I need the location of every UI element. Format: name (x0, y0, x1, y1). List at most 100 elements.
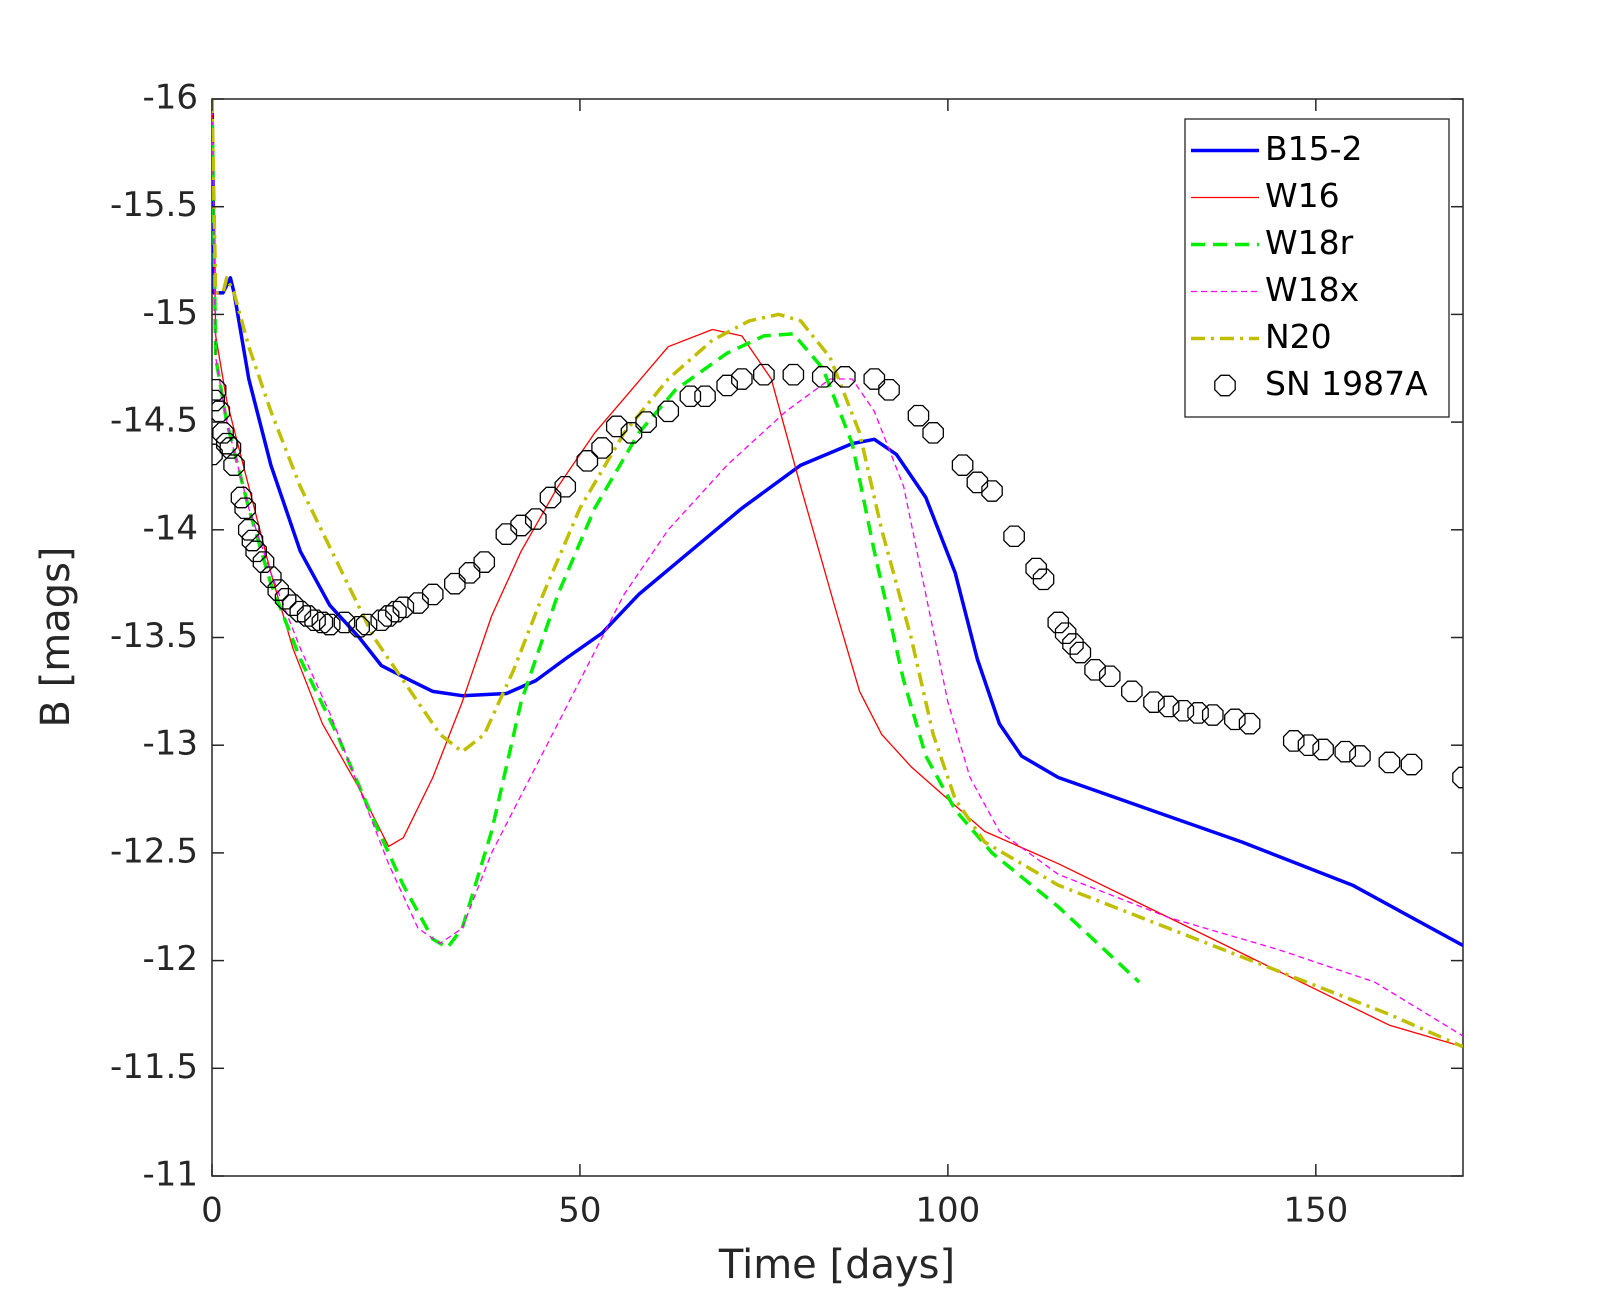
marker (1098, 665, 1121, 688)
marker (1062, 633, 1084, 655)
marker (878, 378, 900, 401)
y-tick-label: -14.5 (110, 401, 198, 441)
marker (922, 422, 944, 444)
marker (716, 374, 738, 397)
marker (1282, 730, 1305, 752)
legend-box (1184, 118, 1450, 418)
marker (731, 368, 753, 390)
marker (591, 437, 613, 459)
line (212, 99, 1141, 984)
legend-label: W16 (1265, 176, 1340, 215)
legend-label: SN 1987A (1265, 364, 1428, 403)
series-layer (212, 99, 1463, 1049)
marker (230, 486, 253, 509)
marker (1157, 695, 1180, 718)
marker (252, 551, 275, 573)
marker (495, 523, 518, 545)
marker (907, 404, 930, 427)
marker (524, 508, 547, 530)
y-tick-label: -11.5 (110, 1047, 198, 1087)
marker (811, 366, 834, 388)
marker (1054, 622, 1077, 645)
marker (1312, 738, 1334, 761)
marker (620, 422, 643, 444)
marker (219, 437, 242, 459)
y-tick-label: -15 (142, 293, 198, 333)
legend-marker (1214, 374, 1236, 397)
marker (274, 587, 297, 610)
line (212, 99, 1463, 1048)
marker (635, 411, 657, 433)
marker (605, 415, 628, 438)
marker (318, 613, 341, 636)
marker (1400, 753, 1423, 776)
legend-label: W18x (1265, 270, 1359, 309)
marker (237, 518, 260, 541)
marker (212, 378, 227, 401)
marker (981, 480, 1003, 502)
marker (212, 422, 234, 444)
marker (1452, 766, 1463, 789)
marker (1003, 525, 1025, 548)
y-tick-label: -12 (142, 939, 198, 979)
marker (539, 486, 562, 509)
marker (576, 450, 599, 472)
marker (694, 385, 716, 408)
legend-label: W18r (1265, 223, 1354, 262)
marker (863, 368, 886, 390)
x-tick-label: 150 (1283, 1191, 1348, 1231)
marker (1201, 704, 1224, 726)
marker (234, 497, 256, 520)
marker (355, 613, 378, 636)
y-tick-label: -13 (142, 724, 198, 764)
marker (966, 471, 989, 494)
y-tick-label: -12.5 (110, 831, 198, 871)
marker (212, 389, 226, 412)
marker (1084, 658, 1106, 681)
marker (348, 615, 370, 638)
marker (1143, 691, 1165, 713)
marker (753, 363, 775, 386)
marker (282, 594, 304, 617)
y-tick-label: -11 (142, 1155, 198, 1195)
marker (1047, 611, 1070, 634)
marker (1297, 734, 1320, 757)
x-tick-label: 100 (915, 1191, 980, 1231)
line (212, 99, 1463, 948)
x-tick-label: 0 (201, 1191, 223, 1231)
marker (245, 540, 267, 563)
marker (1349, 745, 1371, 767)
marker (370, 609, 393, 632)
marker (1121, 680, 1143, 703)
x-tick-label: 50 (558, 1191, 601, 1231)
marker (392, 596, 415, 619)
marker (1334, 740, 1357, 763)
marker (421, 583, 444, 606)
marker (834, 366, 856, 388)
legend-label: N20 (1265, 317, 1332, 356)
marker (377, 605, 400, 627)
y-tick-label: -16 (142, 78, 198, 118)
y-tick-label: -13.5 (110, 616, 198, 656)
marker (473, 551, 496, 573)
marker (1025, 557, 1048, 580)
marker (260, 566, 282, 589)
marker (554, 475, 577, 498)
marker (458, 562, 481, 584)
marker (407, 592, 429, 614)
marker (782, 363, 805, 386)
legend-label: B15-2 (1265, 129, 1363, 168)
marker (1378, 751, 1401, 774)
marker (657, 400, 680, 423)
marker (1238, 712, 1261, 735)
marker (333, 611, 356, 634)
y-tick-label: -15.5 (110, 185, 198, 225)
marker (223, 454, 245, 476)
marker (1224, 708, 1246, 731)
y-axis-label: B [mags] (33, 546, 79, 727)
marker (510, 514, 532, 537)
marker (241, 529, 264, 552)
marker (385, 600, 407, 623)
marker (1069, 641, 1092, 664)
